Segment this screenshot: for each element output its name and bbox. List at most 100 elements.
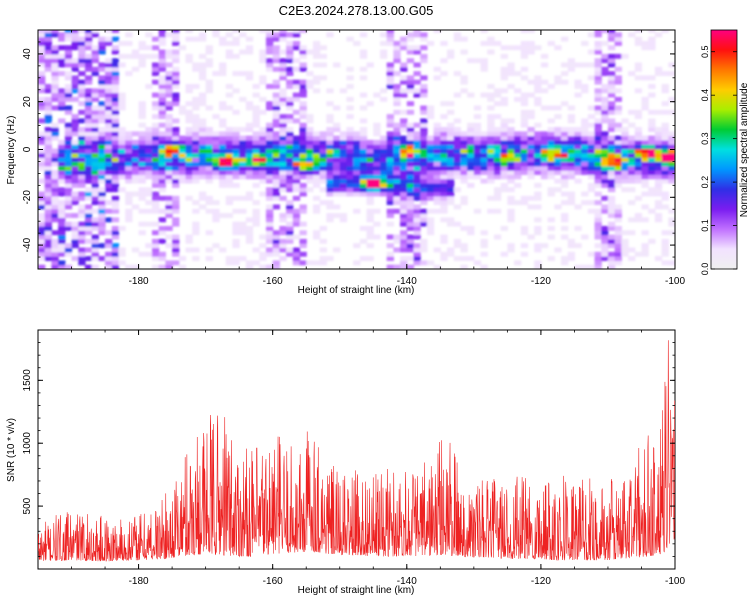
heatmap-cell: [447, 187, 455, 193]
heatmap-cell: [98, 165, 106, 171]
heatmap-cell: [547, 148, 555, 154]
heatmap-cell: [259, 264, 267, 269]
colorbar-tick-label: 0.0: [700, 263, 710, 276]
heatmap-cell: [648, 122, 656, 128]
heatmap-cell: [319, 148, 327, 154]
heatmap-cell: [299, 66, 307, 72]
heatmap-cell: [165, 92, 173, 98]
heatmap-cell: [346, 36, 354, 42]
heatmap-cell: [219, 36, 227, 42]
heatmap-cell: [78, 191, 86, 197]
heatmap-cell: [413, 182, 421, 188]
heatmap-cell: [265, 127, 274, 132]
heatmap-cell: [125, 32, 133, 38]
heatmap-cell: [520, 92, 529, 98]
heatmap-cell: [594, 96, 602, 102]
heatmap-cell: [151, 195, 160, 201]
heatmap-cell: [151, 152, 160, 158]
heatmap-cell: [265, 191, 274, 197]
heatmap-cell: [111, 105, 120, 111]
heatmap-cell: [165, 213, 173, 218]
heatmap-cell: [105, 36, 113, 42]
heatmap-cell: [312, 204, 321, 210]
heatmap-cell: [98, 217, 106, 223]
heatmap-cell: [299, 84, 307, 89]
heatmap-cell: [38, 157, 46, 163]
heatmap-cell: [58, 178, 66, 184]
heatmap-cell: [567, 144, 576, 150]
heatmap-cell: [151, 62, 160, 68]
heatmap-cell: [406, 32, 415, 38]
heatmap-cell: [111, 264, 120, 269]
heatmap-cell: [413, 144, 421, 150]
heatmap-cell: [487, 36, 495, 42]
heatmap-cell: [473, 139, 482, 145]
heatmap-cell: [614, 251, 622, 257]
heatmap-cell: [265, 84, 274, 89]
heatmap-cell: [373, 161, 381, 167]
heatmap-cell: [111, 217, 120, 223]
heatmap-cell: [406, 213, 415, 218]
heatmap-cell: [51, 187, 59, 193]
heatmap-cell: [326, 217, 334, 223]
heatmap-cell: [379, 32, 388, 38]
heatmap-cell: [567, 131, 576, 137]
heatmap-cell: [420, 238, 428, 244]
heatmap-cell: [299, 30, 307, 33]
heatmap-cell: [447, 152, 455, 158]
heatmap-cell: [78, 148, 86, 154]
colorbar: 0.00.10.20.30.40.5 Normalized spectral a…: [700, 29, 750, 276]
heatmap-cell: [51, 92, 59, 98]
heatmap-cell: [393, 182, 401, 188]
heatmap-cell: [151, 200, 160, 206]
heatmap-cell: [393, 174, 401, 180]
heatmap-cell: [259, 178, 267, 184]
heatmap-cell: [131, 144, 140, 150]
heatmap-cell: [534, 45, 542, 51]
heatmap-cell: [594, 208, 602, 214]
heatmap-cell: [98, 208, 106, 214]
heatmap-cell: [165, 161, 173, 167]
heatmap-cell: [447, 174, 455, 180]
heatmap-cell: [252, 165, 260, 171]
heatmap-cell: [265, 213, 274, 218]
heatmap-cell: [447, 182, 455, 188]
heatmap-cell: [306, 174, 314, 180]
heatmap-cell: [319, 152, 327, 158]
heatmap-cell: [561, 165, 569, 171]
heatmap-cell: [554, 131, 562, 137]
heatmap-cell: [44, 30, 53, 33]
heatmap-cell: [567, 161, 576, 167]
heatmap-cell: [440, 127, 448, 132]
heatmap-cell: [447, 191, 455, 197]
heatmap-cell: [540, 170, 549, 175]
heatmap-cell: [567, 251, 576, 257]
heatmap-cell: [64, 251, 73, 257]
heatmap-cell: [299, 191, 307, 197]
heatmap-cell: [51, 264, 59, 269]
heatmap-cell: [453, 135, 462, 141]
heatmap-cell: [614, 174, 622, 180]
heatmap-cell: [420, 247, 428, 253]
heatmap-cell: [400, 118, 408, 124]
heatmap-cell: [84, 118, 93, 124]
heatmap-cell: [192, 144, 200, 150]
heatmap-cell: [51, 53, 59, 59]
heatmap-cell: [386, 131, 394, 137]
heatmap-cell: [393, 96, 401, 102]
heatmap-cell: [111, 79, 120, 85]
heatmap-cell: [299, 131, 307, 137]
heatmap-cell: [64, 30, 73, 33]
heatmap-cell: [581, 200, 589, 206]
heatmap-cell: [299, 105, 307, 111]
heatmap-cell: [71, 191, 79, 197]
heatmap-cell: [58, 71, 66, 77]
heatmap-cell: [272, 45, 280, 51]
heatmap-cell: [151, 238, 160, 244]
heatmap-cell: [105, 243, 113, 249]
heatmap-cell: [239, 135, 247, 141]
heatmap-cell: [265, 170, 274, 175]
heatmap-cell: [648, 75, 656, 81]
heatmap-cell: [547, 118, 555, 124]
heatmap-cell: [507, 135, 515, 141]
